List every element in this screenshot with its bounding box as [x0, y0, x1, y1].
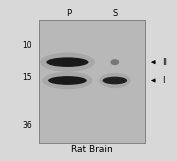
Text: 10: 10 — [23, 41, 32, 50]
Text: II: II — [162, 58, 167, 67]
Text: 36: 36 — [22, 121, 32, 130]
Ellipse shape — [102, 77, 127, 84]
Text: P: P — [66, 9, 71, 18]
Ellipse shape — [99, 73, 131, 88]
Ellipse shape — [48, 76, 87, 85]
Bar — [39, 20, 145, 143]
Ellipse shape — [110, 59, 119, 65]
Text: I: I — [162, 76, 165, 85]
Text: Rat Brain: Rat Brain — [71, 145, 113, 154]
Ellipse shape — [40, 53, 95, 72]
Text: S: S — [112, 9, 118, 18]
Text: 15: 15 — [23, 73, 32, 82]
Ellipse shape — [46, 57, 88, 67]
Ellipse shape — [42, 72, 93, 89]
